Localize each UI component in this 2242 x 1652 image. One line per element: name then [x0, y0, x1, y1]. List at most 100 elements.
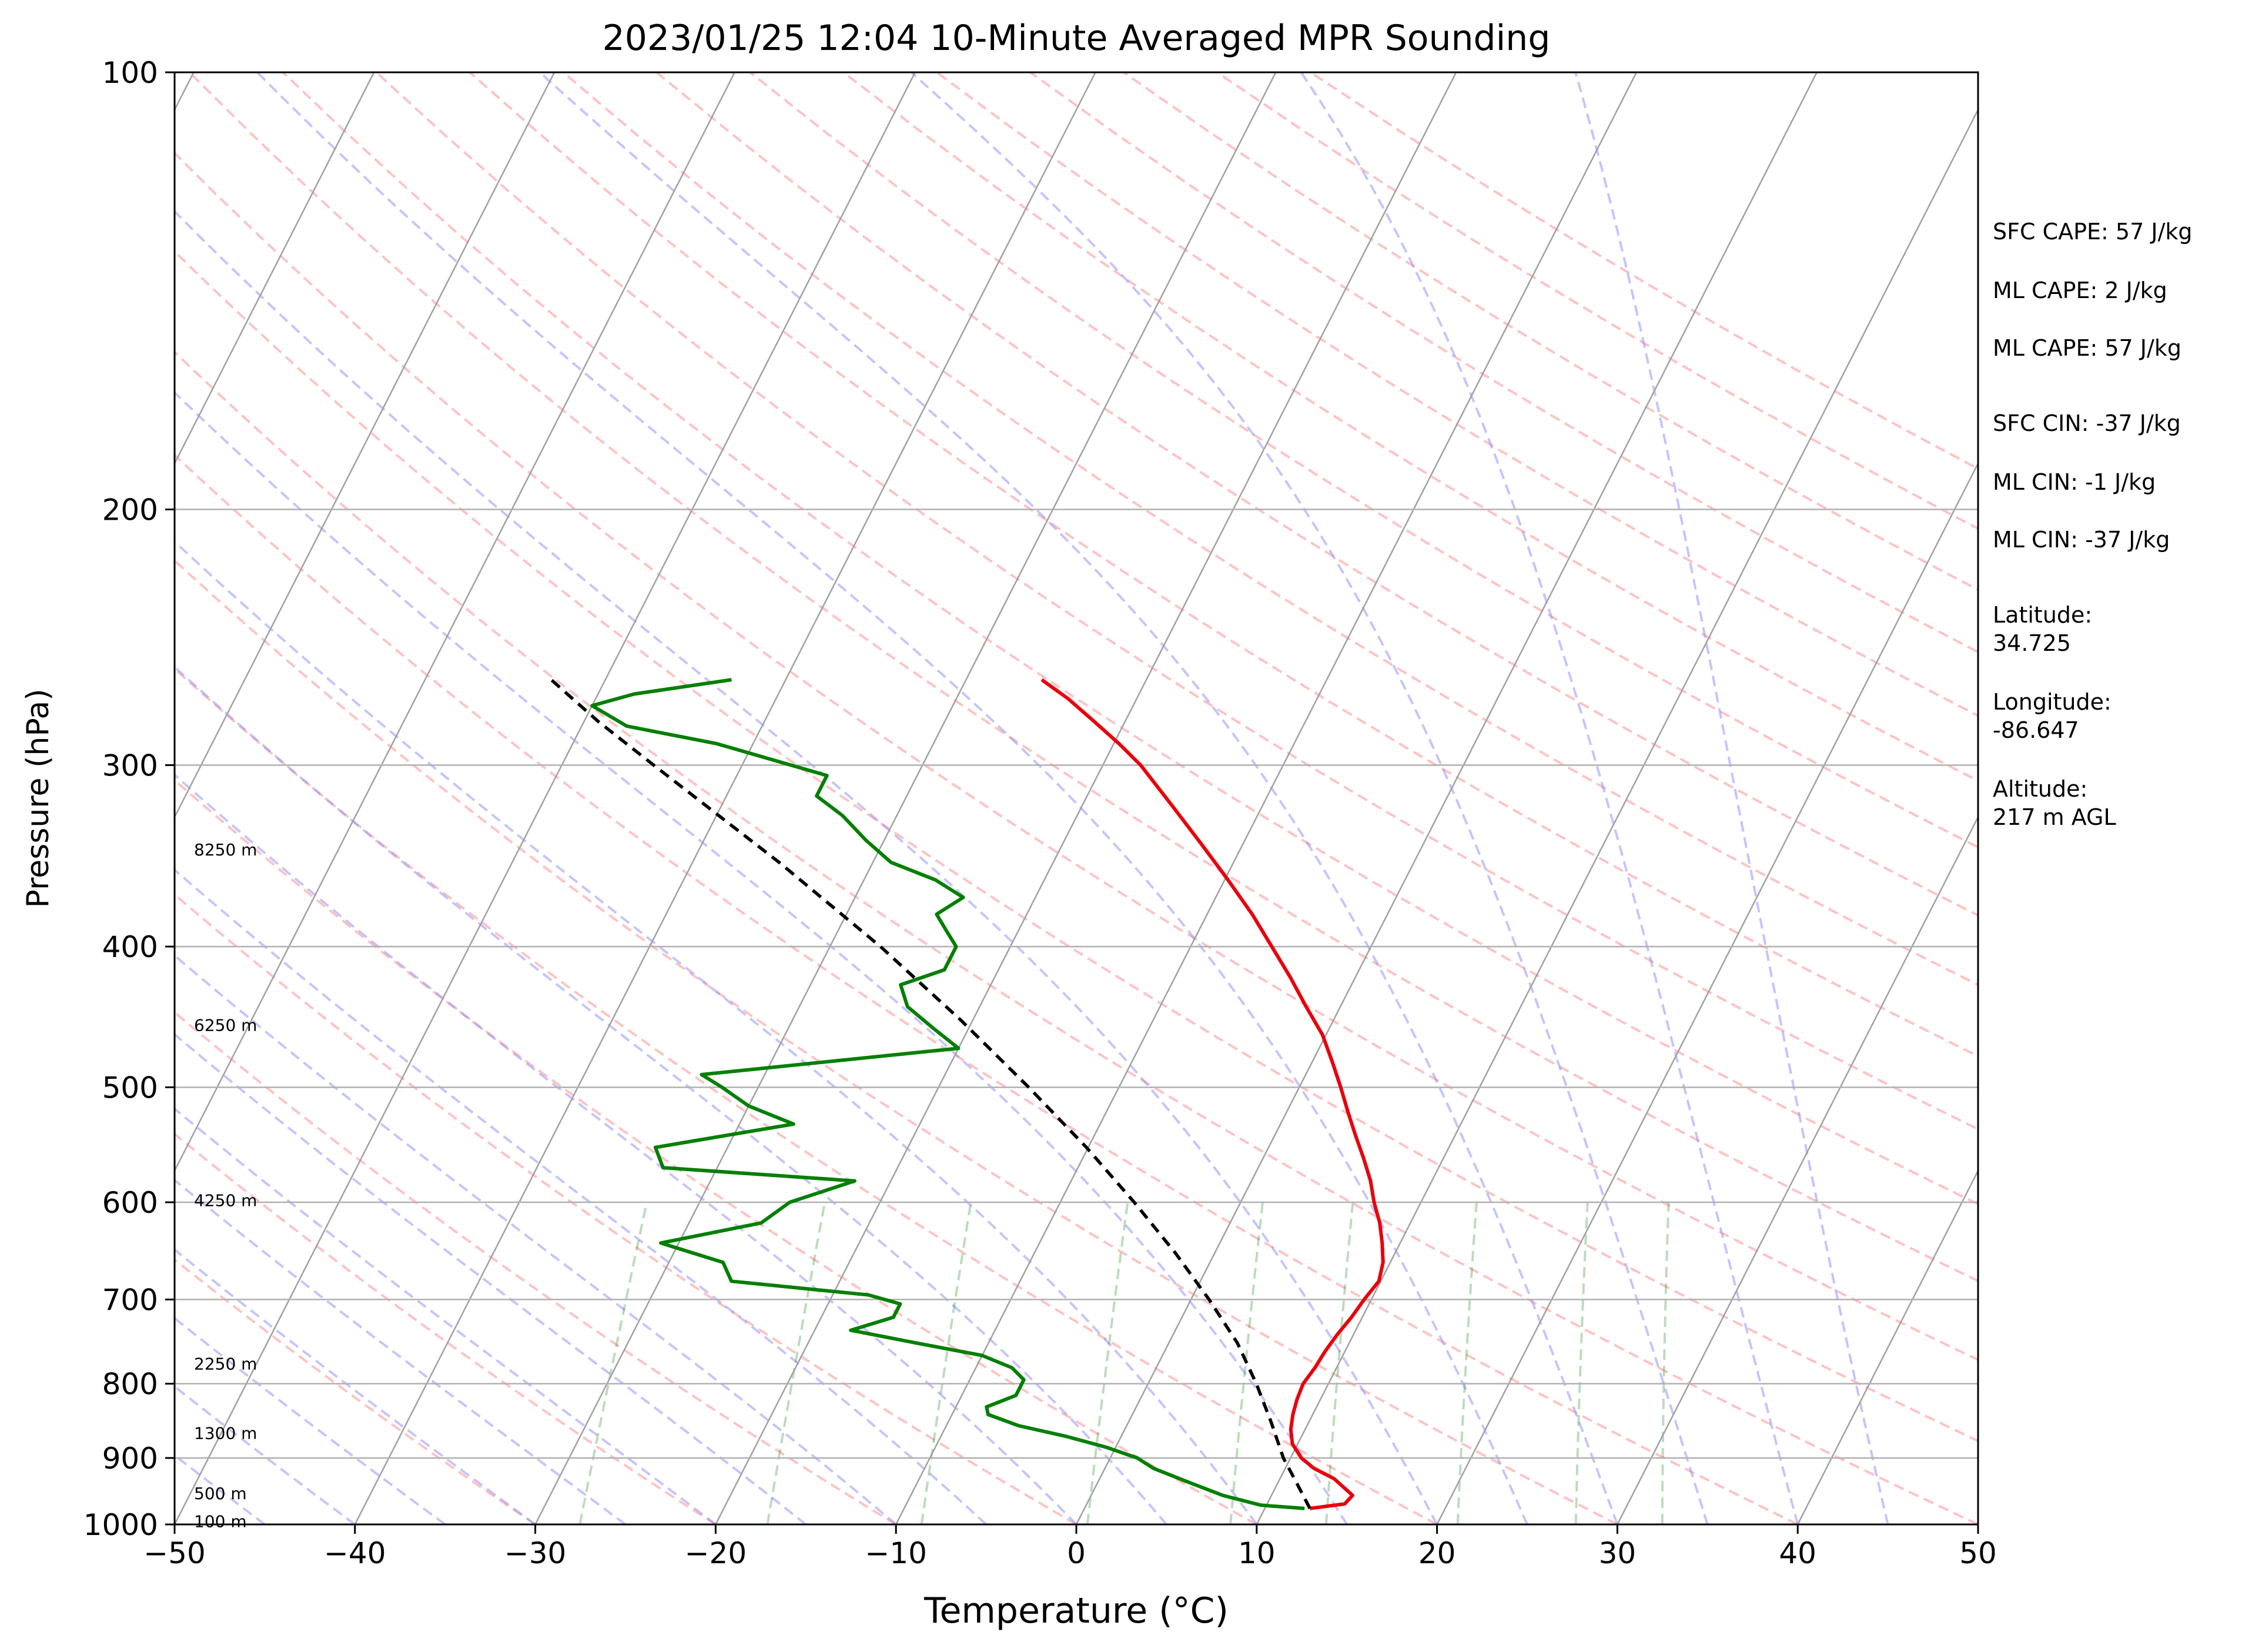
pressure-gridlines — [175, 509, 1978, 1459]
moist-adiabat-line — [910, 72, 1709, 1524]
moist-adiabat-line — [175, 1107, 717, 1524]
dry-adiabat-line — [175, 667, 1438, 1524]
sfc-cape-stat: SFC CAPE: 57 J/kg — [1993, 219, 2193, 245]
mixing-ratio-line — [1229, 1202, 1264, 1524]
moist-adiabat-line — [175, 1178, 627, 1524]
moist-adiabat-line — [175, 868, 987, 1524]
dry-adiabat-line — [375, 72, 1978, 1131]
background-lines — [0, 72, 1978, 1524]
dry-adiabat-line — [562, 72, 1978, 986]
moist-adiabat-line — [175, 1248, 536, 1524]
mixing-ratio-line — [920, 1202, 972, 1524]
dry-adiabat-line — [175, 350, 1978, 1524]
dewpoint-profile-line — [590, 678, 1305, 1510]
height-label: 2250 m — [194, 1355, 257, 1374]
isotherm-line — [1256, 108, 1978, 1524]
moist-adiabat-line — [175, 209, 1438, 1524]
ml-cape-stat: ML CAPE: 2 J/kg — [1993, 277, 2167, 303]
mixing-ratio-line — [1574, 1202, 1589, 1524]
ml-cin-stat: ML CIN: -37 J/kg — [1993, 527, 2170, 553]
moist-adiabat-line — [1300, 72, 1799, 1524]
x-tick-label: 0 — [1067, 1536, 1086, 1570]
temperature-profile-line — [1040, 678, 1385, 1510]
height-label: 8250 m — [194, 840, 257, 860]
x-tick-label: −20 — [685, 1536, 747, 1570]
y-tick-label: 300 — [102, 748, 158, 782]
height-label: 100 m — [194, 1512, 247, 1531]
y-tick-label: 900 — [102, 1442, 158, 1476]
latitude-label: Latitude: — [1993, 602, 2093, 628]
x-tick-label: 30 — [1599, 1536, 1637, 1570]
y-tick-label: 800 — [102, 1367, 158, 1402]
y-ticks: 1000 900 800 700 600 500 400 300 200 100 — [83, 56, 175, 1542]
dry-adiabat-line — [175, 151, 1978, 1362]
altitude-value: 217 m AGL — [1993, 804, 2116, 830]
dry-adiabat-line — [188, 72, 1978, 1283]
isotherm-line — [175, 72, 375, 466]
dry-adiabat-line — [655, 72, 1978, 917]
dry-adiabat-line — [282, 72, 1978, 1206]
isotherm-line — [175, 72, 916, 1524]
isotherm-line — [175, 72, 556, 819]
dry-adiabat-line — [175, 453, 1799, 1524]
mixing-ratio-line — [1661, 1202, 1670, 1524]
dry-adiabat-line — [175, 892, 1078, 1524]
y-tick-label: 500 — [102, 1071, 158, 1105]
isotherm-line — [354, 72, 1096, 1524]
x-ticks: −50 −40 −30 −20 −10 0 10 20 30 40 50 — [143, 1524, 1997, 1570]
data-series — [550, 678, 1385, 1510]
ml-cape-stat: ML CAPE: 57 J/kg — [1993, 335, 2181, 361]
isotherm-line — [1797, 1169, 1978, 1524]
isotherm-line — [1436, 462, 1978, 1524]
plot-frame — [173, 71, 1979, 1526]
y-axis-label: Pressure (hPa) — [21, 689, 56, 908]
dry-adiabat-line — [175, 778, 1257, 1524]
x-tick-label: 40 — [1779, 1536, 1816, 1570]
isotherm-line — [0, 72, 14, 1524]
isotherm-line — [534, 72, 1277, 1524]
x-tick-label: −40 — [324, 1536, 386, 1570]
x-tick-label: 50 — [1959, 1536, 1997, 1570]
y-tick-label: 600 — [102, 1186, 158, 1220]
dry-adiabat-line — [175, 1132, 717, 1524]
dry-adiabat-line — [749, 72, 1978, 849]
ml-cin-stat: ML CIN: -1 J/kg — [1993, 469, 2156, 495]
height-label: 1300 m — [194, 1423, 257, 1443]
moist-adiabat-line — [1574, 72, 1889, 1524]
chart-title: 2023/01/25 12:04 10-Minute Averaged MPR … — [603, 18, 1551, 59]
mixing-ratio-line — [1086, 1202, 1129, 1524]
moist-adiabat-line — [175, 1032, 807, 1524]
dry-adiabat-line — [175, 559, 1618, 1524]
height-label: 6250 m — [194, 1016, 257, 1035]
moist-adiabat-line — [175, 1385, 356, 1524]
x-tick-label: −30 — [504, 1536, 567, 1570]
moist-adiabat-line — [175, 954, 897, 1524]
x-tick-label: 10 — [1238, 1536, 1276, 1570]
height-label: 4250 m — [194, 1190, 257, 1210]
dry-adiabat-line — [469, 72, 1978, 1058]
isotherm-line — [175, 72, 736, 1173]
isotherm-line — [715, 72, 1457, 1524]
moist-adiabat-line — [538, 72, 1619, 1524]
dry-adiabat-line — [1029, 72, 1978, 654]
dry-adiabat-line — [842, 72, 1978, 782]
y-tick-label: 400 — [102, 930, 158, 964]
mixing-ratio-line — [1456, 1202, 1478, 1524]
mixing-ratio-line — [766, 1202, 826, 1524]
altitude-label: Altitude: — [1993, 776, 2088, 802]
y-tick-label: 100 — [102, 56, 158, 90]
x-tick-label: −10 — [865, 1536, 927, 1570]
y-tick-label: 200 — [102, 493, 158, 527]
x-axis-label: Temperature (°C) — [923, 1590, 1229, 1631]
isotherm-line — [895, 72, 1638, 1524]
moist-adiabat-line — [256, 72, 1528, 1524]
y-tick-label: 700 — [102, 1283, 158, 1317]
sfc-cin-stat: SFC CIN: -37 J/kg — [1993, 410, 2181, 436]
latitude-value: 34.725 — [1993, 630, 2071, 656]
longitude-label: Longitude: — [1993, 689, 2112, 715]
isotherm-line — [1617, 815, 1978, 1524]
mixing-ratio-line — [578, 1202, 648, 1524]
moist-adiabat-line — [175, 390, 1348, 1524]
moist-adiabat-line — [175, 1316, 446, 1524]
